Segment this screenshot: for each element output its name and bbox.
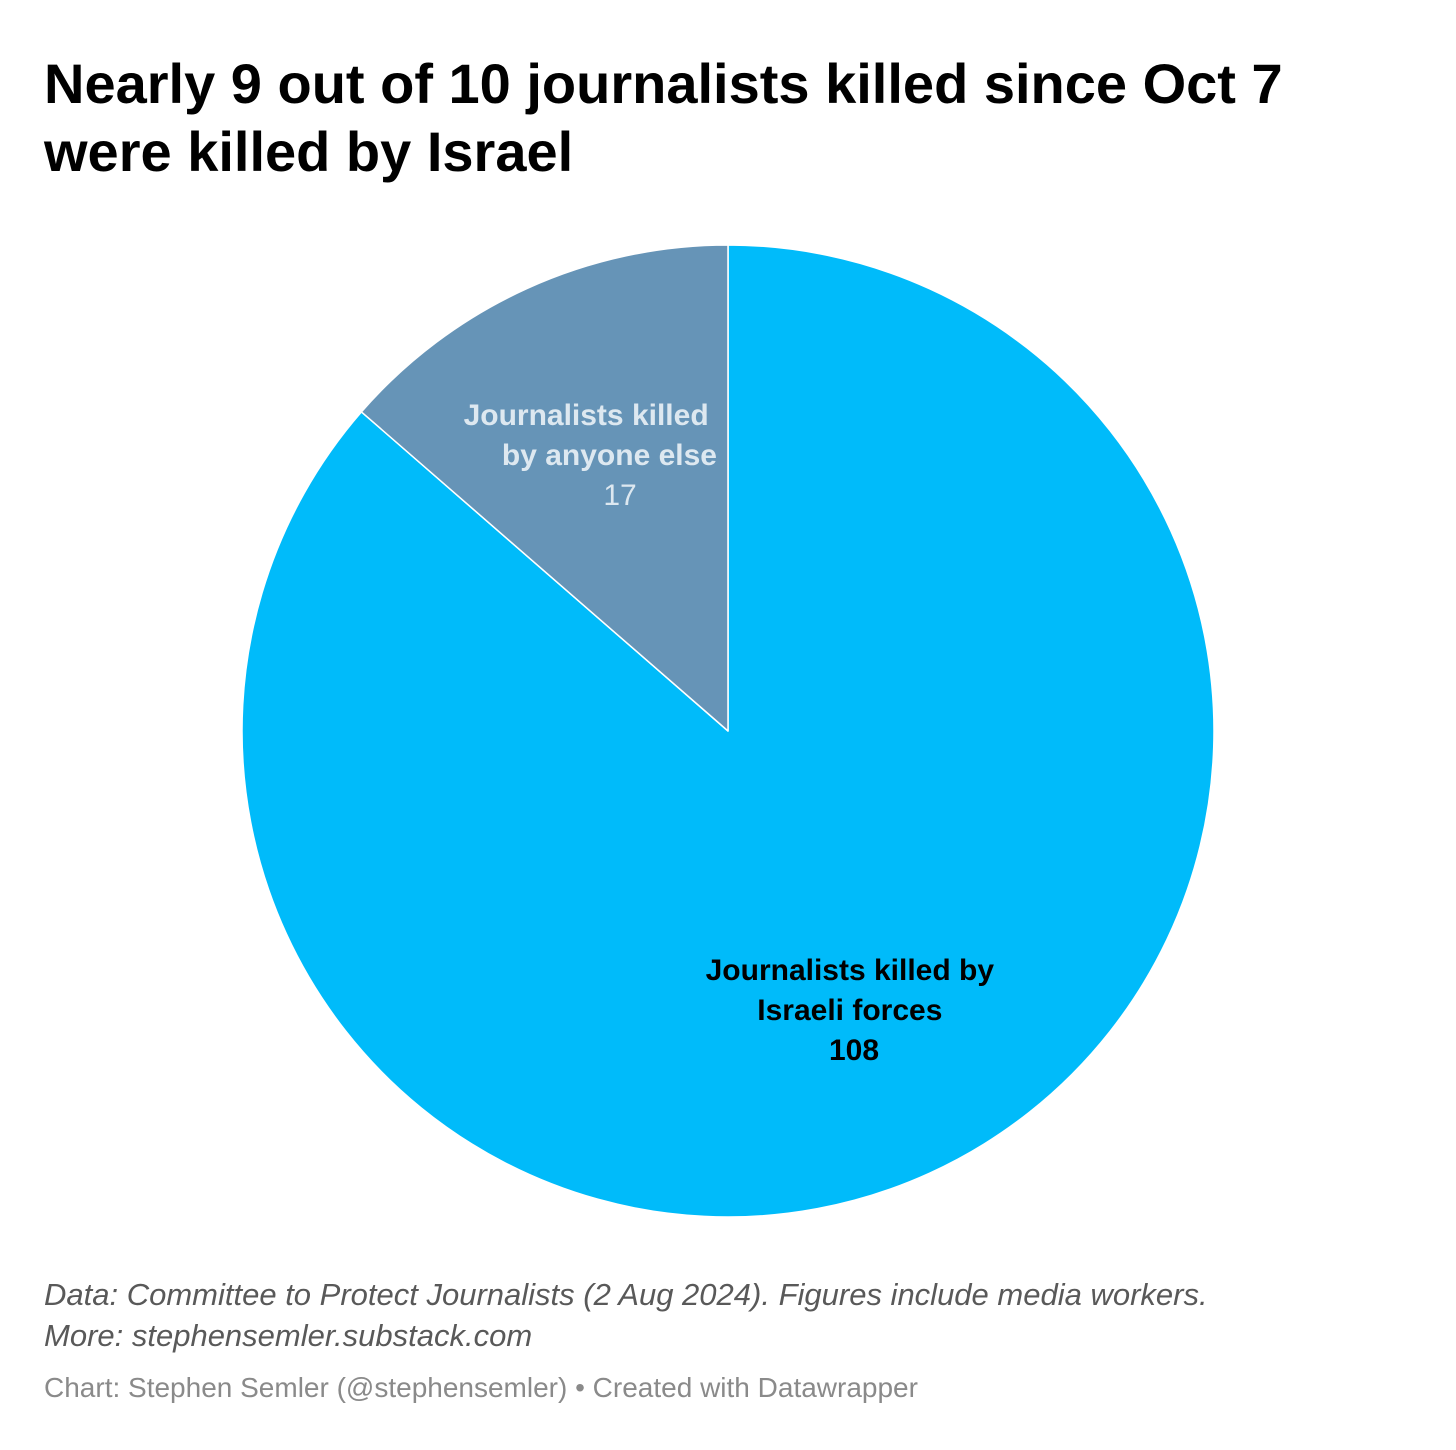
chart-credit: Chart: Stephen Semler (@stephensemler) •…: [44, 1372, 918, 1403]
pie-labels: Journalists killed by Israeli forces 108…: [464, 399, 1003, 1067]
slice-value-israeli-forces: 108: [829, 1034, 879, 1067]
source-note: Data: Committee to Protect Journalists (…: [44, 1277, 1208, 1312]
slice-label-anyone-else-line1: Journalists killed: [464, 399, 709, 432]
chart-notes: Data: Committee to Protect Journalists (…: [44, 1274, 1424, 1356]
slice-israeli-forces: [241, 244, 1215, 1218]
slice-label-israeli-forces: Journalists killed by Israeli forces 108: [706, 954, 1003, 1067]
slice-value-anyone-else: 17: [603, 479, 636, 512]
pie-slices: [241, 244, 1215, 1218]
slice-label-israeli-forces-line1: Journalists killed by: [706, 954, 995, 987]
slice-label-anyone-else-line2: by anyone else: [502, 439, 717, 472]
slice-label-anyone-else: Journalists killed by anyone else: [464, 399, 717, 472]
slice-anyone-else: [360, 244, 729, 732]
slice-label-israeli-forces-line2: Israeli forces: [757, 994, 942, 1027]
more-link-note: More: stephensemler.substack.com: [44, 1318, 533, 1353]
chart-title: Nearly 9 out of 10 journalists killed si…: [44, 52, 1283, 183]
